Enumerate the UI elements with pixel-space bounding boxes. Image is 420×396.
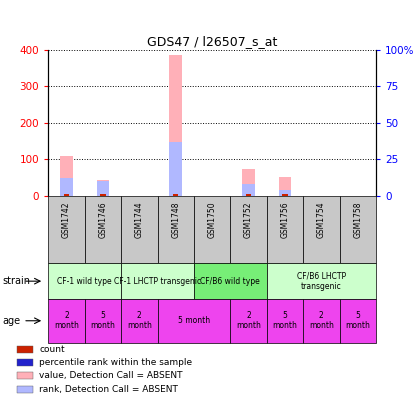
Text: CF-1 LHCTP transgenic: CF-1 LHCTP transgenic <box>114 277 201 286</box>
Text: 5
month: 5 month <box>345 311 370 330</box>
Bar <box>267 299 303 343</box>
Bar <box>339 196 376 263</box>
Bar <box>48 263 121 299</box>
Bar <box>246 194 251 196</box>
Text: GSM1742: GSM1742 <box>62 202 71 238</box>
Bar <box>85 299 121 343</box>
Bar <box>121 299 158 343</box>
Bar <box>278 177 291 196</box>
Bar <box>267 196 303 263</box>
Bar <box>121 196 158 263</box>
Bar <box>17 346 33 353</box>
Text: 5 month: 5 month <box>178 316 210 325</box>
Bar <box>267 263 376 299</box>
Bar <box>158 299 230 343</box>
Text: 2
month: 2 month <box>127 311 152 330</box>
Bar <box>282 194 288 196</box>
Bar <box>17 386 33 393</box>
Text: 5
month: 5 month <box>90 311 116 330</box>
Bar <box>339 299 376 343</box>
Text: strain: strain <box>2 276 30 286</box>
Bar <box>64 194 69 196</box>
Bar <box>48 299 85 343</box>
Bar <box>17 373 33 379</box>
Text: GSM1754: GSM1754 <box>317 202 326 238</box>
Text: value, Detection Call = ABSENT: value, Detection Call = ABSENT <box>39 371 183 381</box>
Text: GSM1750: GSM1750 <box>207 202 217 238</box>
Text: 2
month: 2 month <box>236 311 261 330</box>
Text: 2
month: 2 month <box>54 311 79 330</box>
Bar <box>230 299 267 343</box>
Bar <box>85 196 121 263</box>
Bar <box>97 179 109 196</box>
Bar <box>194 196 230 263</box>
Title: GDS47 / l26507_s_at: GDS47 / l26507_s_at <box>147 35 277 48</box>
Text: GSM1746: GSM1746 <box>98 202 108 238</box>
Text: 5
month: 5 month <box>273 311 297 330</box>
Bar <box>100 194 106 196</box>
Bar <box>230 196 267 263</box>
Bar <box>303 196 339 263</box>
Bar <box>194 263 267 299</box>
Text: CF-1 wild type: CF-1 wild type <box>58 277 112 286</box>
Text: count: count <box>39 345 65 354</box>
Bar <box>158 196 194 263</box>
Text: GSM1752: GSM1752 <box>244 202 253 238</box>
Text: GSM1748: GSM1748 <box>171 202 180 238</box>
Bar <box>173 194 178 196</box>
Bar <box>121 263 194 299</box>
Text: age: age <box>2 316 20 326</box>
Bar <box>242 169 255 196</box>
Bar <box>97 181 109 196</box>
Text: GSM1758: GSM1758 <box>353 202 362 238</box>
Bar <box>242 184 255 196</box>
Text: GSM1744: GSM1744 <box>135 202 144 238</box>
Text: percentile rank within the sample: percentile rank within the sample <box>39 358 192 367</box>
Text: 2
month: 2 month <box>309 311 334 330</box>
Bar <box>169 55 182 196</box>
Text: GSM1756: GSM1756 <box>281 202 289 238</box>
Bar <box>60 156 73 196</box>
Bar <box>60 179 73 196</box>
Bar <box>303 299 339 343</box>
Bar <box>169 142 182 196</box>
Text: rank, Detection Call = ABSENT: rank, Detection Call = ABSENT <box>39 385 178 394</box>
Bar <box>278 190 291 196</box>
Text: CF/B6 wild type: CF/B6 wild type <box>200 277 260 286</box>
Bar <box>17 359 33 366</box>
Bar <box>48 196 85 263</box>
Text: CF/B6 LHCTP
transgenic: CF/B6 LHCTP transgenic <box>297 272 346 291</box>
